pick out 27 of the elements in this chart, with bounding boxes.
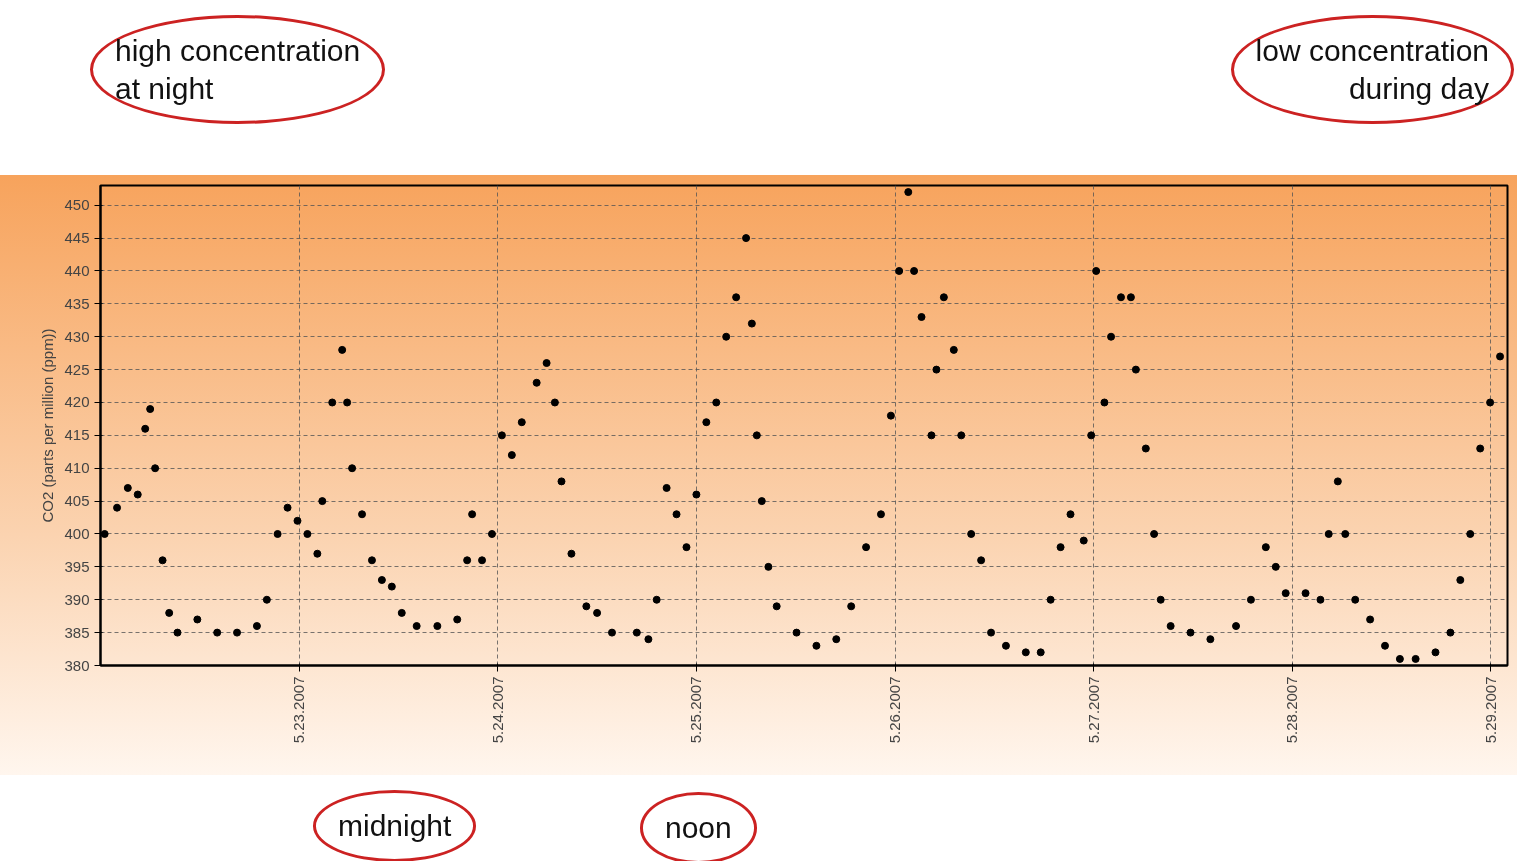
y-tick-label: 435 — [64, 294, 90, 312]
y-tick-label: 450 — [64, 196, 90, 214]
text: midnight — [313, 790, 477, 861]
y-tick-label: 390 — [64, 590, 90, 608]
y-tick-label: 405 — [64, 492, 90, 510]
y-tick-label: 445 — [64, 229, 90, 247]
x-tick-label: 5.29.2007 — [1481, 676, 1499, 744]
text: high concentration at night — [90, 15, 386, 124]
y-tick-label: 425 — [64, 360, 90, 378]
y-tick-label: 380 — [64, 656, 90, 674]
text: noon — [640, 792, 757, 861]
x-tick-label: 5.23.2007 — [290, 676, 308, 744]
y-tick-label: 415 — [64, 426, 90, 444]
x-tick-label: 5.26.2007 — [886, 676, 904, 744]
y-tick-label: 400 — [64, 524, 90, 542]
x-tick-label: 5.24.2007 — [488, 676, 506, 744]
y-tick-label: 410 — [64, 459, 90, 477]
text: low concentration during day — [1230, 15, 1514, 124]
y-tick-label: 395 — [64, 557, 90, 575]
y-axis-title: CO2 (parts per million (ppm)) — [39, 328, 57, 523]
y-tick-label: 385 — [64, 623, 90, 641]
y-tick-label: 420 — [64, 393, 90, 411]
x-tick-label: 5.28.2007 — [1283, 676, 1301, 744]
y-tick-label: 440 — [64, 261, 90, 279]
x-tick-label: 5.25.2007 — [687, 676, 705, 744]
y-tick-label: 430 — [64, 327, 90, 345]
x-tick-label: 5.27.2007 — [1084, 676, 1102, 744]
